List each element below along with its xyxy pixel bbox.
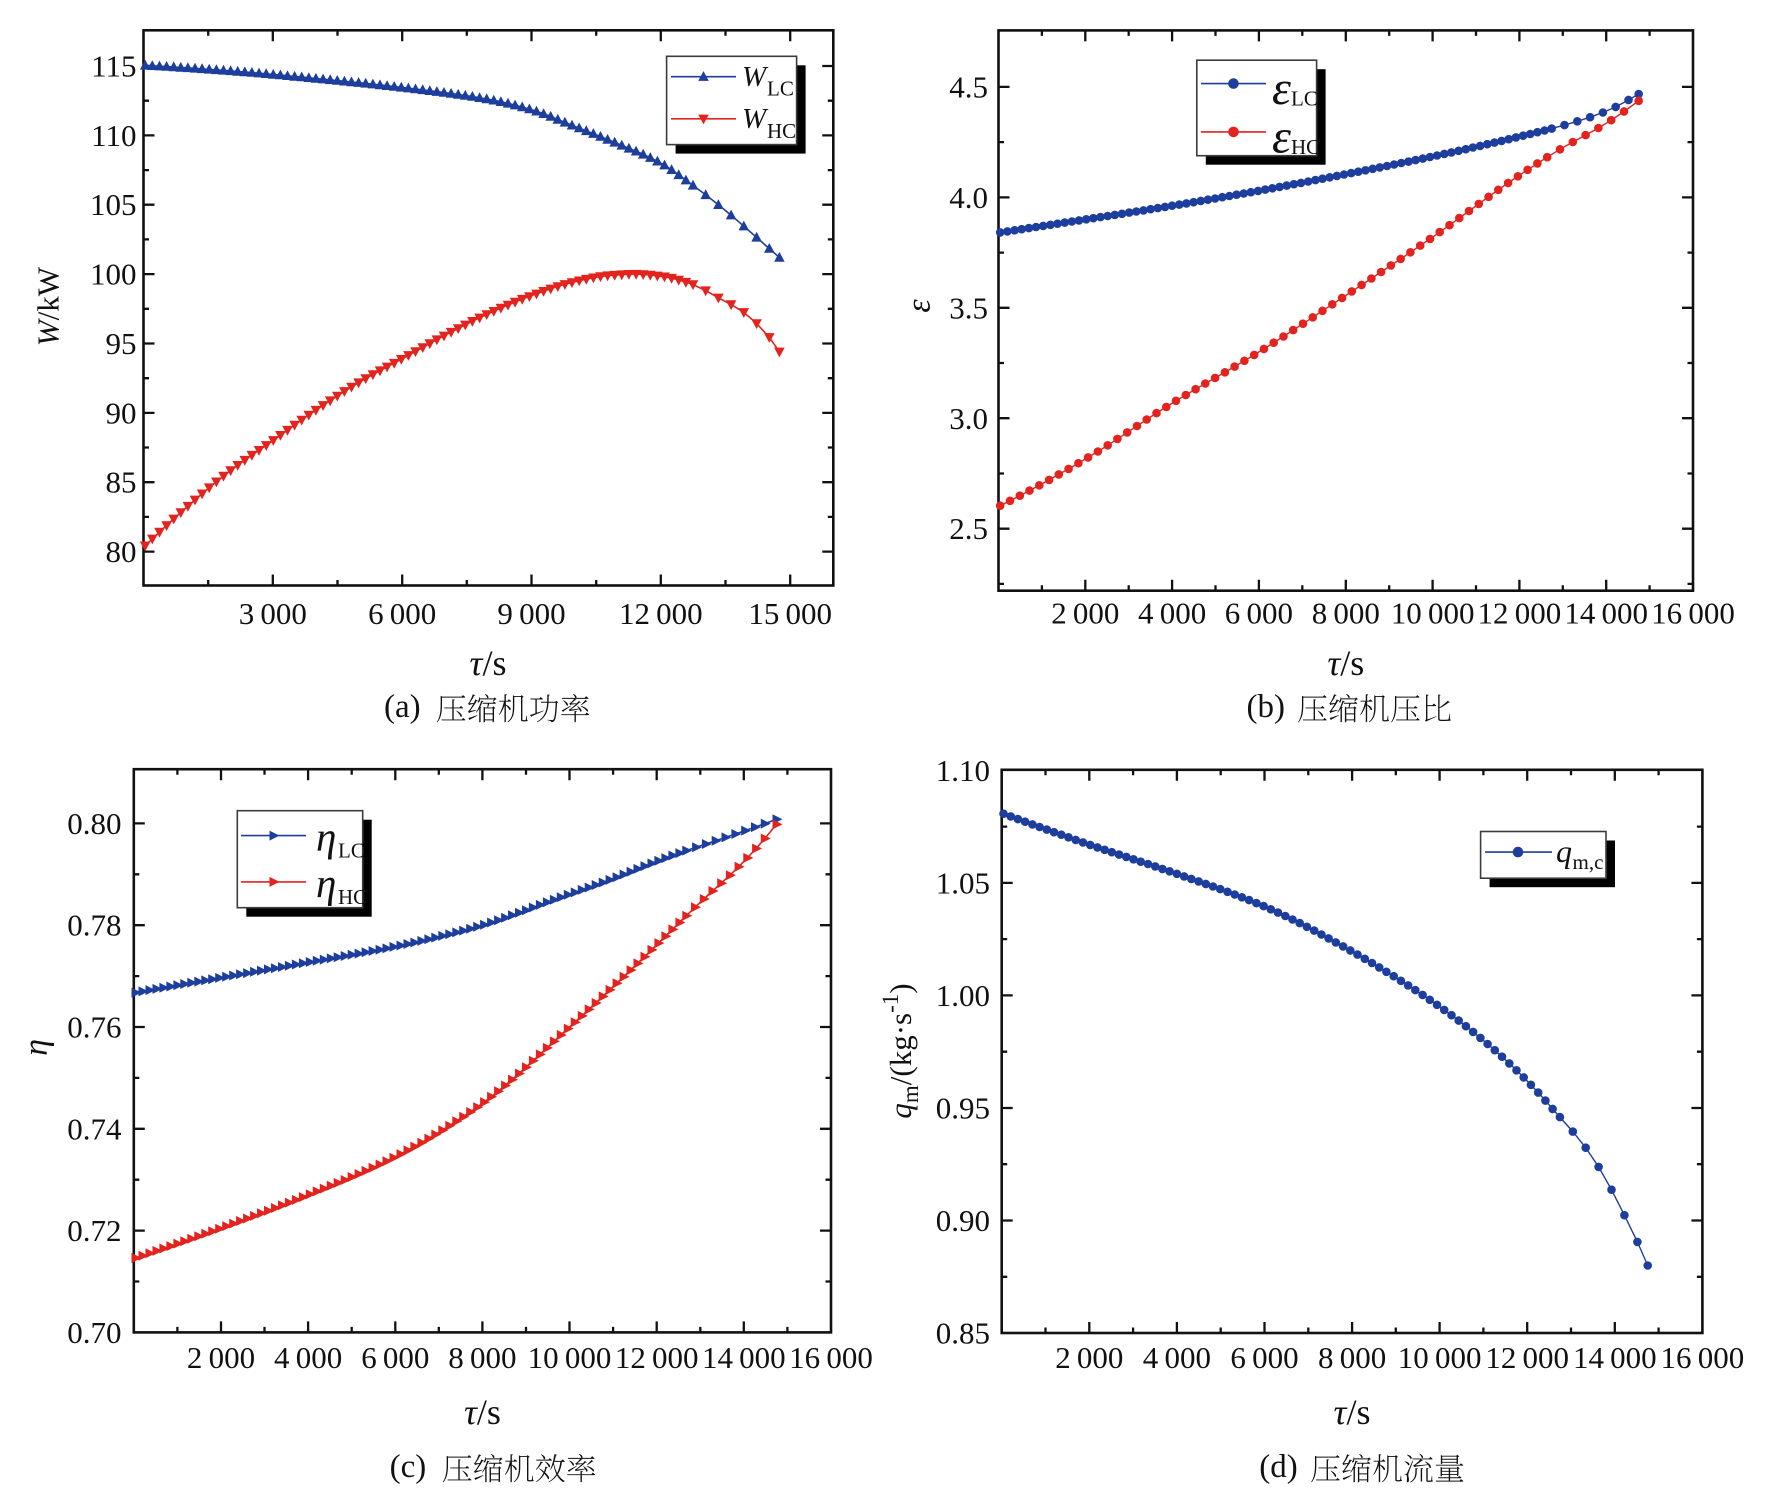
svg-text:12 000: 12 000: [1485, 1340, 1569, 1375]
svg-text:1.00: 1.00: [936, 978, 990, 1013]
svg-text:95: 95: [106, 326, 137, 361]
svg-text:14 000: 14 000: [1573, 1340, 1657, 1375]
svg-text:W/kW: W/kW: [31, 266, 66, 346]
svg-text:0.78: 0.78: [67, 908, 121, 943]
svg-text:HC: HC: [767, 119, 796, 143]
svg-text:3.0: 3.0: [949, 401, 988, 436]
svg-text:10 000: 10 000: [1391, 596, 1475, 631]
svg-text:16 000: 16 000: [1661, 1340, 1745, 1375]
svg-text:10 000: 10 000: [528, 1340, 612, 1375]
svg-text:9 000: 9 000: [497, 596, 565, 631]
svg-text:HC: HC: [1291, 135, 1320, 159]
svg-text:2.5: 2.5: [949, 511, 988, 546]
svg-text:0.76: 0.76: [67, 1010, 121, 1045]
svg-text:110: 110: [91, 118, 136, 153]
svg-text:(b): (b): [1247, 689, 1285, 725]
svg-text:q: q: [1556, 833, 1572, 869]
svg-text:LC: LC: [1291, 87, 1318, 111]
svg-text:η: η: [316, 860, 336, 906]
svg-text:6 000: 6 000: [1230, 1340, 1298, 1375]
svg-text:0.74: 0.74: [67, 1111, 122, 1146]
svg-text:0.85: 0.85: [936, 1316, 990, 1351]
svg-text:0.90: 0.90: [936, 1203, 990, 1238]
svg-text:6 000: 6 000: [361, 1340, 429, 1375]
svg-text:LC: LC: [338, 839, 365, 863]
svg-text:qm/(kg·s-1): qm/(kg·s-1): [878, 983, 923, 1118]
svg-text:115: 115: [91, 49, 136, 84]
svg-text:12 000: 12 000: [615, 1340, 699, 1375]
svg-text:LC: LC: [767, 77, 794, 101]
svg-text:6 000: 6 000: [368, 596, 436, 631]
svg-text:100: 100: [90, 257, 137, 292]
svg-text:85: 85: [106, 465, 137, 500]
svg-text:4.5: 4.5: [949, 69, 988, 104]
svg-text:6 000: 6 000: [1225, 596, 1293, 631]
svg-text:0.72: 0.72: [67, 1213, 121, 1248]
svg-text:10 000: 10 000: [1398, 1340, 1482, 1375]
svg-text:τ/s: τ/s: [1327, 643, 1364, 683]
svg-text:0.80: 0.80: [67, 806, 121, 841]
svg-text:4.0: 4.0: [949, 180, 988, 215]
svg-text:2 000: 2 000: [187, 1340, 255, 1375]
svg-text:8 000: 8 000: [1318, 1340, 1386, 1375]
svg-text:(d): (d): [1259, 1449, 1297, 1485]
svg-text:4 000: 4 000: [1138, 596, 1206, 631]
svg-text:τ/s: τ/s: [470, 643, 507, 683]
svg-text:80: 80: [106, 534, 137, 569]
svg-text:15 000: 15 000: [748, 596, 832, 631]
svg-text:η: η: [316, 814, 336, 860]
svg-text:1.10: 1.10: [936, 753, 990, 788]
svg-text:105: 105: [90, 187, 137, 222]
svg-text:8 000: 8 000: [448, 1340, 516, 1375]
svg-text:ε: ε: [1272, 62, 1291, 115]
svg-text:16 000: 16 000: [789, 1340, 873, 1375]
svg-text:ε: ε: [1272, 110, 1291, 163]
svg-text:14 000: 14 000: [1564, 596, 1648, 631]
svg-text:τ/s: τ/s: [464, 1392, 501, 1432]
svg-text:90: 90: [106, 395, 137, 430]
svg-text:(a): (a): [384, 689, 421, 725]
svg-text:3.5: 3.5: [949, 290, 988, 325]
svg-text:8 000: 8 000: [1312, 596, 1380, 631]
svg-text:τ/s: τ/s: [1334, 1392, 1371, 1432]
svg-text:η: η: [18, 1039, 55, 1056]
svg-text:12 000: 12 000: [619, 596, 703, 631]
svg-text:14 000: 14 000: [702, 1340, 786, 1375]
svg-text:W: W: [742, 61, 769, 93]
svg-text:0.70: 0.70: [67, 1315, 121, 1350]
svg-text:12 000: 12 000: [1478, 596, 1562, 631]
svg-text:3 000: 3 000: [239, 596, 307, 631]
svg-text:16 000: 16 000: [1651, 596, 1735, 631]
svg-text:1.05: 1.05: [936, 865, 990, 900]
svg-text:HC: HC: [338, 885, 367, 909]
svg-text:2 000: 2 000: [1051, 596, 1119, 631]
svg-text:(c): (c): [390, 1449, 427, 1485]
svg-text:ε: ε: [901, 299, 938, 313]
svg-text:4 000: 4 000: [1143, 1340, 1211, 1375]
svg-text:W: W: [742, 103, 769, 135]
svg-text:m,c: m,c: [1573, 850, 1604, 874]
svg-text:2 000: 2 000: [1055, 1340, 1123, 1375]
svg-text:0.95: 0.95: [936, 1091, 990, 1126]
svg-text:4 000: 4 000: [274, 1340, 342, 1375]
